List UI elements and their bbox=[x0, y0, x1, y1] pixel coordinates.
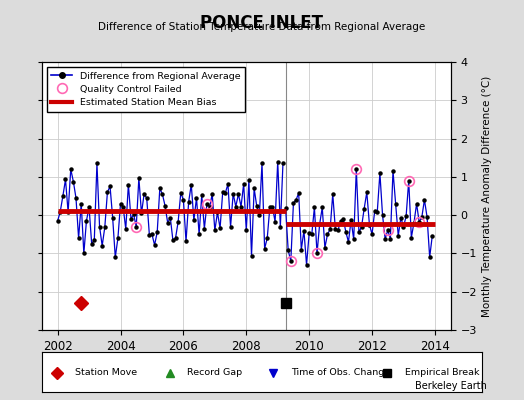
Text: Station Move: Station Move bbox=[75, 368, 137, 377]
Text: PONCE INLET: PONCE INLET bbox=[201, 14, 323, 32]
Text: Difference of Station Temperature Data from Regional Average: Difference of Station Temperature Data f… bbox=[99, 22, 425, 32]
Legend: Difference from Regional Average, Quality Control Failed, Estimated Station Mean: Difference from Regional Average, Qualit… bbox=[47, 67, 245, 112]
Text: Record Gap: Record Gap bbox=[187, 368, 242, 377]
Text: Berkeley Earth: Berkeley Earth bbox=[416, 381, 487, 391]
Text: Time of Obs. Change: Time of Obs. Change bbox=[291, 368, 390, 377]
Text: Empirical Break: Empirical Break bbox=[405, 368, 479, 377]
Y-axis label: Monthly Temperature Anomaly Difference (°C): Monthly Temperature Anomaly Difference (… bbox=[483, 75, 493, 317]
